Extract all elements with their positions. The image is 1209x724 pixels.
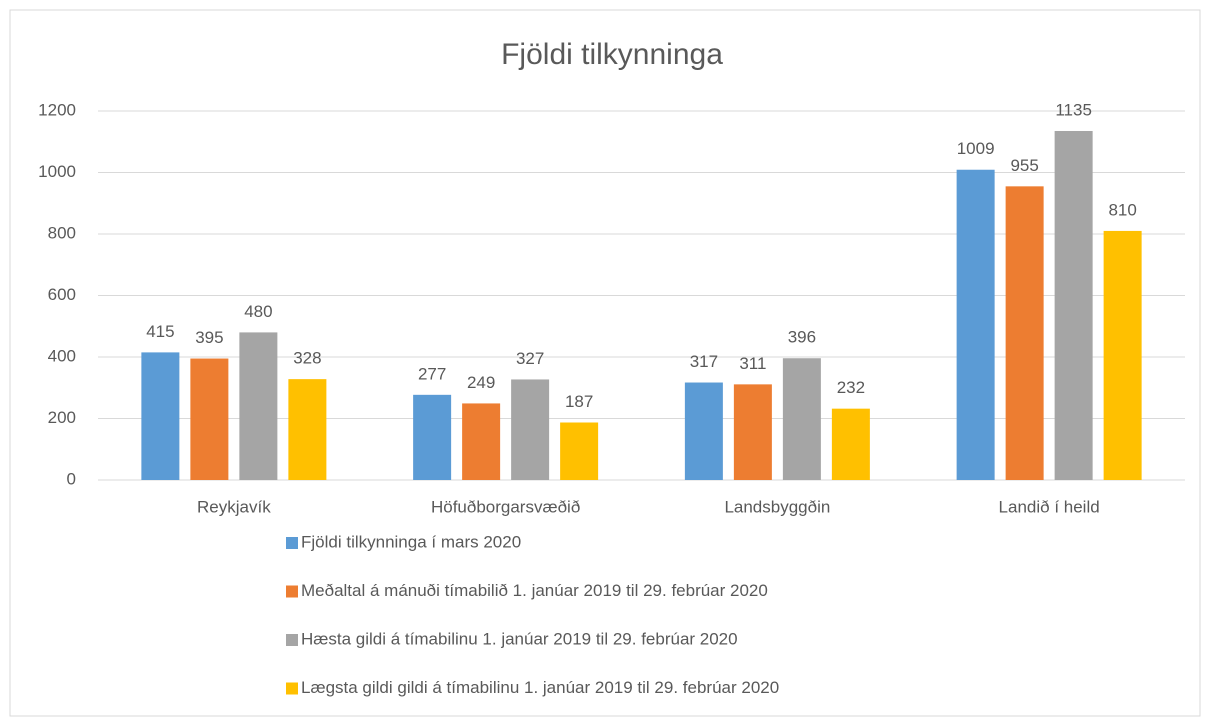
legend-label: Fjöldi tilkynninga í mars 2020: [301, 532, 521, 551]
bar: [831, 408, 870, 480]
bar: [511, 379, 550, 480]
bar: [288, 379, 327, 480]
data-label: 1009: [957, 139, 995, 158]
legend-label: Hæsta gildi á tímabilinu 1. janúar 2019 …: [301, 629, 738, 648]
data-label: 415: [146, 322, 174, 341]
bar: [684, 382, 723, 480]
bar: [239, 332, 278, 480]
data-label: 810: [1108, 200, 1136, 219]
x-tick-label: Reykjavík: [197, 497, 271, 516]
bar: [413, 394, 452, 480]
bar: [956, 169, 995, 481]
data-label: 317: [690, 352, 718, 371]
data-label: 277: [418, 364, 446, 383]
x-tick-label: Höfuðborgarsvæðið: [431, 497, 580, 516]
data-label: 480: [244, 302, 272, 321]
chart-title: Fjöldi tilkynninga: [501, 38, 723, 71]
bar: [782, 358, 821, 480]
bar: [1103, 230, 1142, 480]
data-label: 1135: [1055, 100, 1092, 119]
y-tick-label: 1200: [38, 100, 76, 119]
data-label: 396: [788, 328, 816, 347]
bar: [1054, 130, 1093, 481]
legend-swatch: [286, 537, 298, 549]
data-label: 327: [516, 349, 544, 368]
data-label: 311: [739, 354, 766, 373]
y-tick-label: 1000: [38, 162, 76, 181]
y-tick-label: 400: [48, 346, 76, 365]
data-label: 955: [1010, 156, 1038, 175]
data-label: 187: [565, 392, 593, 411]
bar: [462, 403, 501, 480]
bar: [141, 352, 180, 480]
bar: [1005, 186, 1044, 480]
legend-swatch: [286, 682, 298, 695]
data-label: 232: [837, 378, 865, 397]
data-label: 328: [293, 349, 321, 368]
y-tick-label: 0: [67, 469, 76, 488]
legend-label: Meðaltal á mánuði tímabilið 1. janúar 20…: [301, 581, 768, 600]
legend-label: Lægsta gildi gildi á tímabilinu 1. janúa…: [301, 678, 779, 697]
bar: [190, 358, 229, 480]
x-tick-label: Landsbyggðin: [724, 497, 830, 516]
y-tick-label: 800: [48, 223, 76, 242]
bar: [733, 384, 772, 480]
y-tick-label: 200: [48, 408, 76, 427]
data-label: 249: [467, 373, 495, 392]
data-label: 395: [195, 328, 223, 347]
legend-swatch: [286, 634, 298, 646]
bar: [560, 422, 599, 480]
x-tick-label: Landið í heild: [999, 497, 1100, 516]
y-tick-label: 600: [48, 285, 76, 304]
legend-swatch: [286, 585, 298, 598]
